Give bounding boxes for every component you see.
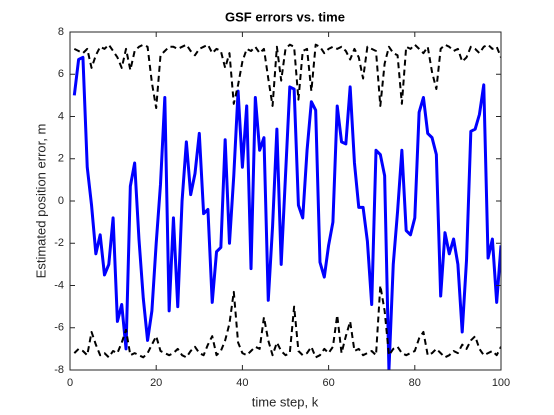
- series-line: [72, 55, 501, 370]
- series-line: [73, 43, 501, 110]
- y-tick-label: -8: [54, 364, 64, 376]
- x-axis-label: time step, k: [252, 394, 319, 409]
- y-tick-label: 8: [58, 26, 64, 38]
- x-tick-label: 100: [492, 377, 510, 389]
- x-tick-label: 20: [150, 377, 162, 389]
- chart-title: GSF errors vs. time: [225, 9, 345, 24]
- x-tick-label: 0: [67, 377, 73, 389]
- y-axis-label: Estimated position error, m: [33, 124, 48, 279]
- y-tick-label: 6: [58, 68, 64, 80]
- y-tick-label: 2: [58, 153, 64, 165]
- y-tick-label: -4: [54, 279, 64, 291]
- y-tick-label: 4: [58, 110, 64, 122]
- y-tick-label: -2: [54, 237, 64, 249]
- y-tick-label: 0: [58, 195, 64, 207]
- x-tick-label: 40: [236, 377, 248, 389]
- y-tick-label: -6: [54, 322, 64, 334]
- x-tick-label: 60: [322, 377, 334, 389]
- x-tick-label: 80: [409, 377, 421, 389]
